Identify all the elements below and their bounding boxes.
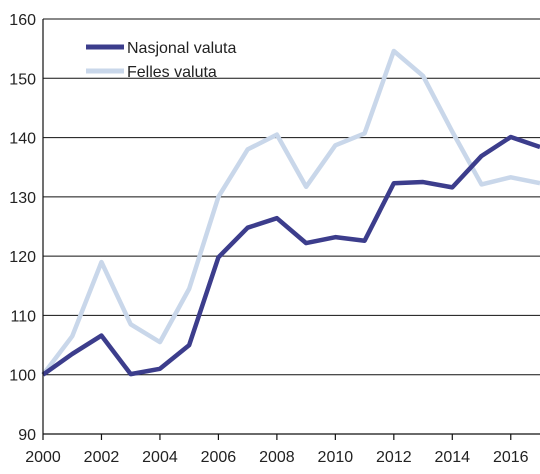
legend: Nasjonal valuta Felles valuta [86, 40, 237, 81]
y-tick-label: 130 [9, 190, 36, 207]
series-line-nasjonal-valuta [41, 134, 540, 377]
y-tick-label: 140 [9, 131, 36, 148]
x-tick-label: 2014 [434, 449, 470, 466]
y-axis-ticks: 90 100 110 120 130 140 150 160 [9, 12, 36, 444]
x-tick-label: 2012 [376, 449, 412, 466]
series-line-felles-valuta [41, 48, 540, 377]
x-tick-label: 2004 [142, 449, 178, 466]
y-tick-label: 110 [10, 308, 36, 325]
x-tick-label: 2010 [318, 449, 354, 466]
legend-label-felles: Felles valuta [127, 64, 217, 81]
x-tick-label: 2008 [259, 449, 295, 466]
y-tick-label: 90 [18, 427, 36, 444]
x-tick-label: 2016 [493, 449, 529, 466]
y-tick-label: 120 [9, 249, 36, 266]
y-tick-label: 160 [9, 12, 36, 29]
y-tick-label: 100 [9, 368, 36, 385]
x-tick-label: 2006 [201, 449, 237, 466]
axes [42, 19, 540, 435]
y-tick-label: 150 [9, 71, 36, 88]
x-tick-label: 2002 [84, 449, 120, 466]
series-lines [41, 48, 540, 377]
x-axis-ticks: 2000 2002 2004 2006 2008 2010 2012 2014 2016 [25, 434, 529, 466]
legend-label-nasjonal: Nasjonal valuta [127, 40, 237, 57]
x-tick-label: 2000 [25, 449, 61, 466]
